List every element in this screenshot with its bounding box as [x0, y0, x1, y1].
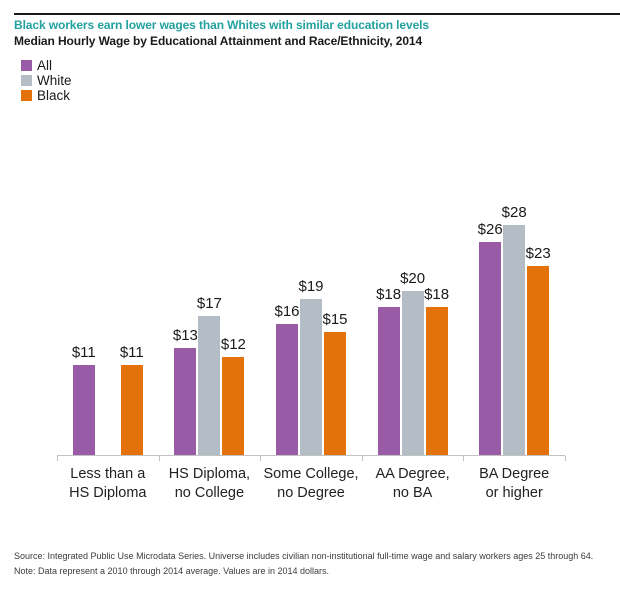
- x-axis-tick: [57, 456, 58, 461]
- x-axis-tick: [463, 456, 465, 461]
- source-note: Source: Integrated Public Use Microdata …: [14, 551, 594, 561]
- bar-all-cat1: [72, 365, 95, 455]
- bar-white-cat5: [503, 225, 526, 455]
- bar-black-cat5: [527, 266, 550, 455]
- bar-value-label: $28: [501, 204, 527, 221]
- chart-title: Black workers earn lower wages than Whit…: [14, 18, 429, 32]
- category-label: Less than a HS Diploma: [69, 466, 147, 501]
- legend-item-white: White: [21, 73, 72, 88]
- bar-all-cat5: [479, 242, 502, 455]
- bar-white-cat4: [401, 291, 424, 455]
- bar-value-label: $11: [71, 344, 96, 361]
- legend-swatch-icon: [21, 60, 32, 71]
- x-axis-tick: [361, 456, 363, 461]
- legend-item-all: All: [21, 58, 72, 73]
- category-label: BA Degree or higher: [479, 466, 550, 501]
- bar-black-cat2: [222, 357, 245, 455]
- bar-value-label: $18: [424, 286, 450, 303]
- bar-chart: $11 $11 Less than a HS Diploma $13 $17 $12 HS …: [0, 180, 620, 510]
- x-axis-tick: [565, 456, 566, 461]
- bar-value-label: $18: [376, 286, 402, 303]
- bar-black-cat3: [324, 332, 346, 455]
- chart-legend: All White Black: [21, 58, 72, 103]
- bar-all-cat3: [276, 324, 298, 455]
- bar-value-label: $16: [274, 303, 300, 320]
- bar-all-cat2: [174, 348, 197, 455]
- legend-swatch-icon: [21, 75, 32, 86]
- data-note: Note: Data represent a 2010 through 2014…: [14, 565, 330, 576]
- footnotes: Source: Integrated Public Use Microdata …: [14, 549, 593, 578]
- bar-value-label: $15: [322, 311, 348, 328]
- legend-item-black: Black: [21, 88, 72, 103]
- bar-all-cat4: [377, 307, 400, 455]
- category-label: Some College, no Degree: [263, 466, 359, 501]
- bar-value-label: $17: [196, 295, 222, 312]
- bar-value-label: $12: [220, 336, 246, 353]
- chart-subtitle: Median Hourly Wage by Educational Attain…: [14, 34, 423, 48]
- bar-white-cat3: [300, 299, 322, 455]
- x-axis-tick: [158, 456, 160, 461]
- bar-black-cat1: [120, 365, 143, 455]
- bar-value-label: $19: [298, 278, 324, 295]
- x-axis-line: [57, 455, 565, 456]
- bar-value-label: $20: [400, 270, 426, 287]
- bar-value-label: $26: [477, 221, 503, 238]
- legend-label: White: [37, 73, 72, 88]
- bar-value-label: $23: [525, 245, 551, 262]
- legend-swatch-icon: [21, 90, 32, 101]
- x-axis-tick: [260, 456, 262, 461]
- category-label: AA Degree, no BA: [375, 466, 450, 501]
- top-divider: [14, 13, 620, 15]
- bar-value-label: $11: [119, 344, 144, 361]
- bar-value-label: $13: [172, 327, 198, 344]
- legend-label: All: [37, 58, 53, 73]
- category-label: HS Diploma, no College: [168, 466, 251, 501]
- bar-black-cat4: [425, 307, 448, 455]
- bar-white-cat2: [198, 316, 221, 455]
- legend-label: Black: [37, 88, 71, 103]
